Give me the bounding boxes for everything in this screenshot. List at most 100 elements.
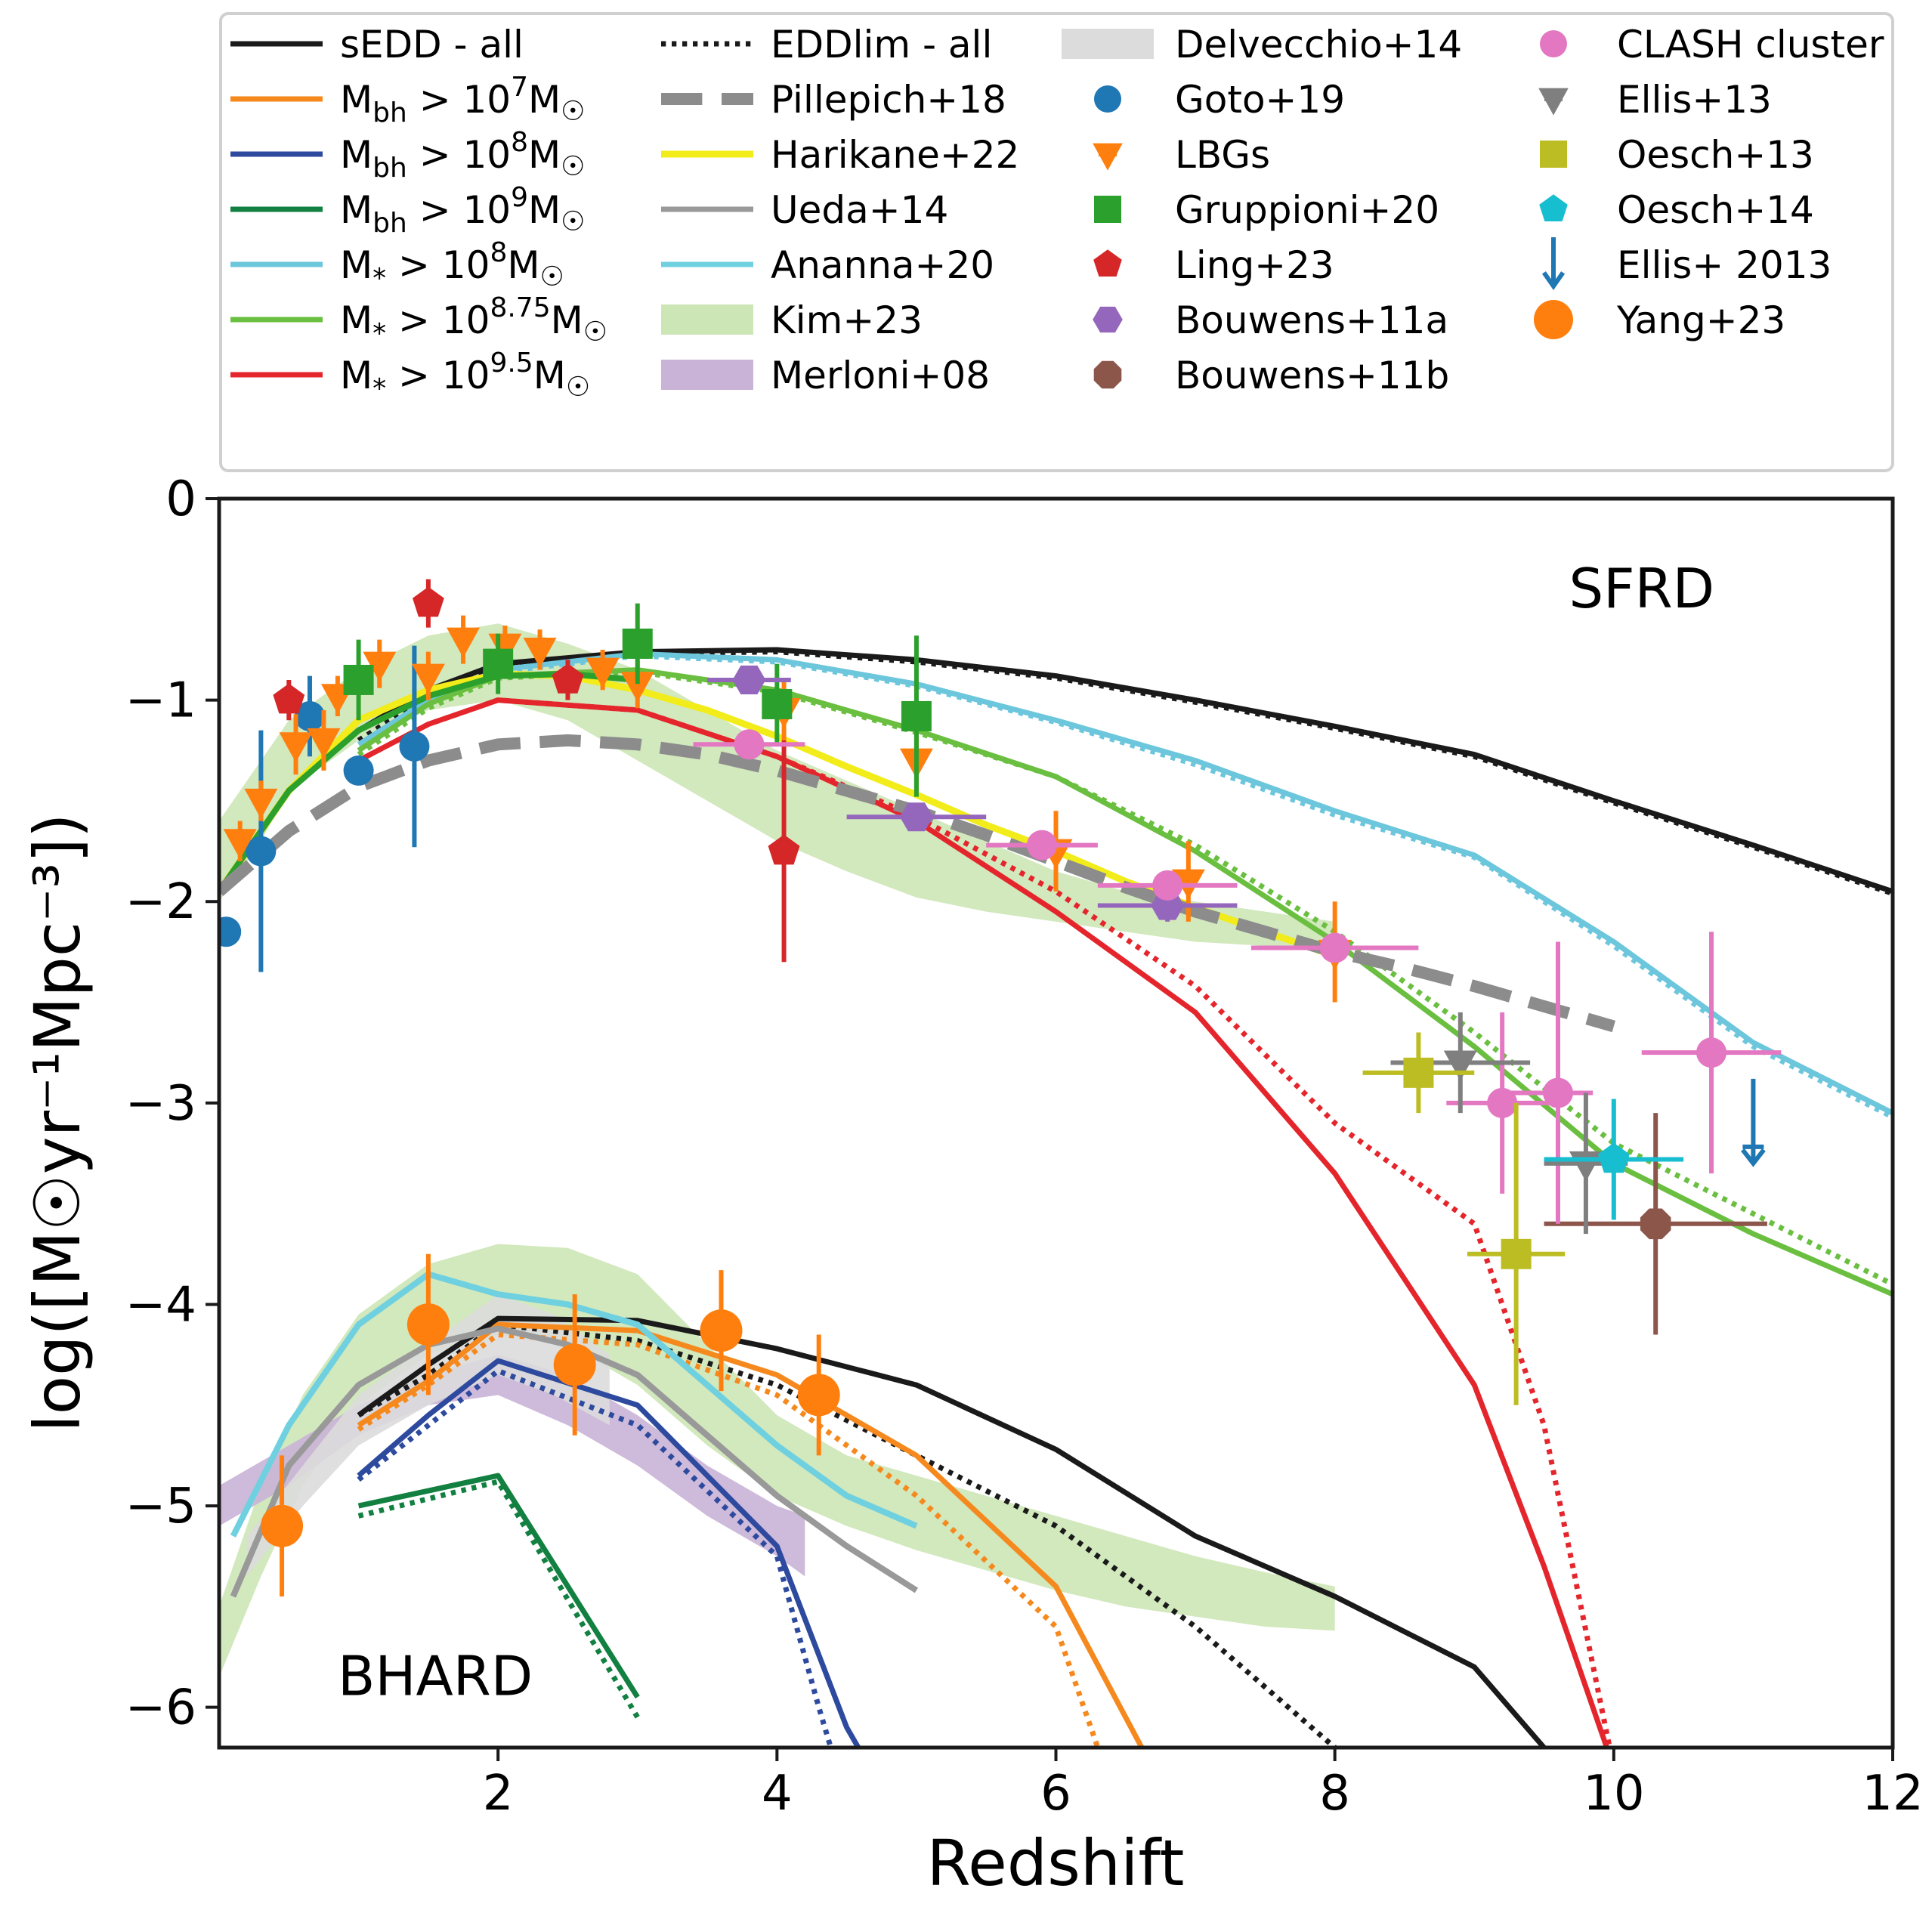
- legend-entry-ananna: Ananna+20: [661, 243, 994, 287]
- legend-label-ms95: M* > 109.5M☉: [340, 348, 590, 404]
- marker-clash-2-symbol: [1152, 870, 1183, 901]
- bhard-annotation: BHARD: [338, 1645, 533, 1708]
- legend-label-ueda: Ueda+14: [771, 188, 948, 232]
- marker-yang-4: [797, 1334, 840, 1456]
- legend-entry-goto: Goto+19: [1094, 78, 1345, 122]
- legend-marker-yang: [1534, 300, 1573, 339]
- legend-marker-ling: [1093, 249, 1122, 277]
- x-tick-label-2: 2: [483, 1766, 514, 1822]
- marker-goto-0-symbol: [219, 916, 242, 947]
- legend-entry-ling: Ling+23: [1093, 243, 1334, 287]
- marker-oesch14-0: [1544, 1099, 1684, 1220]
- marker-ling-3-symbol: [768, 834, 800, 865]
- legend-entry-ms8: M* > 108M☉: [230, 237, 564, 294]
- marker-bouwens11a-0: [707, 665, 791, 694]
- marker-clash-1-symbol: [1027, 830, 1058, 861]
- marker-goto-3-symbol: [343, 755, 374, 786]
- marker-lbgs-11-symbol: [620, 672, 654, 703]
- x-tick-label-8: 8: [1319, 1766, 1350, 1822]
- marker-yang-2: [553, 1294, 596, 1436]
- legend-entry-merloni: Merloni+08: [661, 354, 990, 397]
- legend-label-bouwens11b: Bouwens+11b: [1175, 354, 1449, 397]
- marker-goto-2: [294, 675, 325, 757]
- marker-clash-3-symbol: [1319, 932, 1350, 963]
- sfrd-annotation: SFRD: [1569, 557, 1714, 620]
- marker-ling-0: [273, 679, 305, 721]
- legend-entry-ms95: M* > 109.5M☉: [230, 348, 590, 404]
- marker-goto-4-symbol: [399, 731, 430, 762]
- marker-oesch13-0-symbol: [1403, 1057, 1434, 1088]
- legend-entry-ueda: Ueda+14: [661, 188, 948, 232]
- y-tick-label--4: −4: [125, 1277, 196, 1333]
- marker-clash-1: [986, 830, 1098, 861]
- marker-goto-1: [246, 730, 277, 972]
- marker-lbgs-10: [586, 649, 620, 691]
- marker-bouwens11b-0-symbol: [1640, 1208, 1671, 1240]
- marker-lbgs-0: [223, 821, 257, 861]
- y-tick-label--3: −3: [125, 1076, 196, 1132]
- marker-gruppioni-2-symbol: [622, 628, 653, 659]
- marker-oesch13-1: [1467, 1102, 1566, 1405]
- legend-handle-merloni: [661, 360, 753, 390]
- legend-marker-ellis2013-head: [1541, 271, 1566, 291]
- series-sedd-all-bhard: [357, 1315, 1547, 1748]
- legend-marker-goto: [1094, 85, 1121, 113]
- legend-handle-kim: [661, 304, 753, 335]
- legend-marker-bouwens11a: [1093, 306, 1123, 333]
- legend-entry-mbh8: Mbh > 108M☉: [230, 127, 585, 184]
- series-eddlim-all-bhard: [357, 1321, 1339, 1748]
- legend-label-gruppioni: Gruppioni+20: [1175, 188, 1439, 232]
- x-tick-label-4: 4: [762, 1766, 793, 1822]
- legend-marker-ellis13: [1538, 88, 1569, 116]
- series-mbh-1e8-bhard-eddlim: [357, 1368, 834, 1748]
- legend-label-lbgs: LBGs: [1175, 133, 1270, 177]
- y-tick-label--5: −5: [125, 1479, 196, 1534]
- marker-lbgs-2-symbol: [279, 732, 313, 763]
- marker-lbgs-10-symbol: [586, 657, 620, 688]
- legend-label-ananna: Ananna+20: [771, 243, 994, 287]
- legend-entry-bouwens11a: Bouwens+11a: [1093, 298, 1448, 342]
- marker-lbgs-3: [307, 709, 341, 771]
- legend-entry-harikane: Harikane+22: [661, 133, 1019, 177]
- marker-ling-2: [552, 660, 584, 700]
- legend-entry-delvecchio: Delvecchio+14: [1062, 23, 1462, 66]
- y-tick-label--2: −2: [125, 874, 196, 930]
- legend-label-ling: Ling+23: [1175, 243, 1334, 287]
- y-axis-label: log([M☉yr⁻¹Mpc⁻³]): [20, 813, 94, 1432]
- legend: sEDD - all Mbh > 107M☉Mbh > 108M☉Mbh > 10…: [219, 12, 1894, 472]
- series-mbh-1e8-bhard: [357, 1358, 862, 1748]
- y-tick-label--1: −1: [125, 673, 196, 729]
- marker-yang-0: [261, 1455, 304, 1597]
- marker-ling-1: [413, 579, 444, 628]
- marker-lbgs-3-symbol: [307, 728, 341, 759]
- legend-label-oesch13: Oesch+13: [1617, 133, 1814, 177]
- legend-entry-ms875: M* > 108.75M☉: [230, 292, 607, 349]
- marker-ellis2013-0: [1741, 1078, 1766, 1167]
- legend-entry-bouwens11b: Bouwens+11b: [1093, 354, 1449, 397]
- legend-label-merloni: Merloni+08: [771, 354, 990, 397]
- marker-goto-3: [343, 755, 374, 786]
- legend-label-harikane: Harikane+22: [771, 133, 1019, 177]
- legend-entry-lbgs: LBGs: [1093, 133, 1270, 177]
- marker-lbgs-7: [447, 615, 481, 664]
- marker-lbgs-9-symbol: [523, 637, 557, 668]
- series-mbh-1e7-bhard-eddlim: [357, 1331, 1101, 1748]
- marker-lbgs-0-symbol: [223, 829, 257, 860]
- marker-oesch13-1-symbol: [1501, 1238, 1532, 1269]
- legend-label-bouwens11a: Bouwens+11a: [1175, 298, 1448, 342]
- marker-ling-0-symbol: [273, 683, 305, 714]
- marker-yang-2-symbol: [553, 1343, 596, 1386]
- legend-entry-mbh7: Mbh > 107M☉: [230, 72, 585, 128]
- marker-ellis2013-0-head: [1741, 1148, 1766, 1167]
- marker-lbgs-6-symbol: [411, 663, 445, 694]
- series-ananna-20: [230, 1271, 918, 1538]
- legend-label-sedd: sEDD - all: [340, 23, 524, 66]
- marker-clash-6-symbol: [1696, 1037, 1727, 1068]
- legend-entry-oesch14: Oesch+14: [1539, 188, 1814, 232]
- legend-entry-pillepich: Pillepich+18: [661, 78, 1006, 122]
- marker-clash-3: [1250, 932, 1419, 963]
- legend-marker-gruppioni: [1094, 196, 1121, 223]
- marker-clash-4-symbol: [1487, 1087, 1518, 1118]
- x-tick-label-6: 6: [1040, 1766, 1071, 1822]
